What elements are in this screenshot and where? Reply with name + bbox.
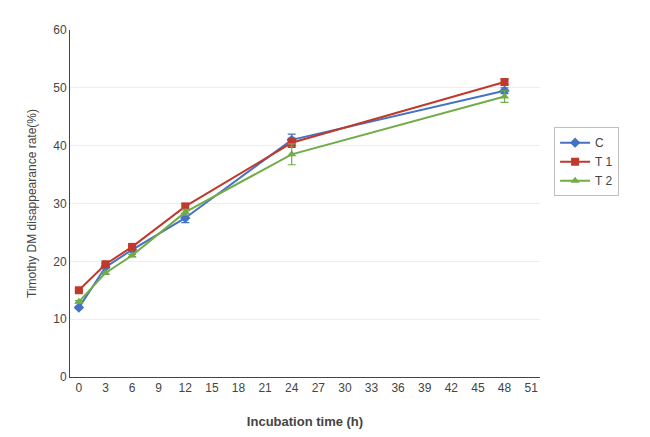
- svg-text:9: 9: [155, 381, 162, 395]
- svg-text:15: 15: [205, 381, 219, 395]
- svg-text:27: 27: [312, 381, 326, 395]
- svg-text:Incubation time (h): Incubation time (h): [247, 414, 363, 429]
- svg-text:30: 30: [338, 381, 352, 395]
- svg-text:18: 18: [232, 381, 246, 395]
- svg-text:60: 60: [53, 23, 67, 37]
- svg-text:0: 0: [60, 370, 67, 384]
- svg-text:48: 48: [498, 381, 512, 395]
- svg-text:3: 3: [102, 381, 109, 395]
- svg-text:40: 40: [53, 139, 67, 153]
- svg-text:Timothy DM disappearance rate(: Timothy DM disappearance rate(%): [25, 109, 39, 298]
- svg-text:42: 42: [445, 381, 459, 395]
- svg-text:0: 0: [76, 381, 83, 395]
- svg-text:39: 39: [418, 381, 432, 395]
- svg-text:C: C: [595, 136, 604, 150]
- svg-text:T 1: T 1: [595, 155, 612, 169]
- svg-text:10: 10: [53, 312, 67, 326]
- svg-text:12: 12: [179, 381, 193, 395]
- svg-text:T 2: T 2: [595, 174, 612, 188]
- svg-text:20: 20: [53, 255, 67, 269]
- svg-text:45: 45: [471, 381, 485, 395]
- svg-text:24: 24: [285, 381, 299, 395]
- svg-text:33: 33: [365, 381, 379, 395]
- svg-text:51: 51: [524, 381, 538, 395]
- svg-text:50: 50: [53, 81, 67, 95]
- svg-text:21: 21: [258, 381, 272, 395]
- svg-text:30: 30: [53, 197, 67, 211]
- svg-text:6: 6: [129, 381, 136, 395]
- svg-text:36: 36: [391, 381, 405, 395]
